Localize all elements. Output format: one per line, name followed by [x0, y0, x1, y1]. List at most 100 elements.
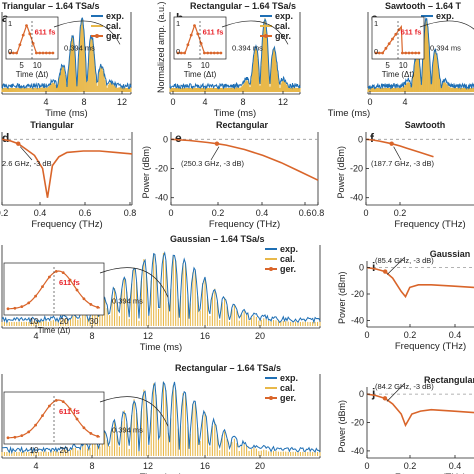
annotation-arrow-h: [99, 396, 169, 427]
inset-marker-a-39: [51, 51, 55, 55]
exp-line-g: [1, 251, 321, 324]
annotation-text-b: 0.394 ms: [232, 43, 263, 52]
annotation-text-e: (250.3 GHz, -3 dB): [181, 159, 244, 168]
inset-xtick-a-1: 10: [33, 61, 42, 70]
x-tick-label-a-2: 12: [117, 97, 127, 107]
inset-marker-c-12: [387, 42, 391, 46]
inset-marker-h-21: [54, 399, 58, 402]
inset-xlabel-c: Time (Δt): [382, 70, 415, 79]
x-tick-label-e-0: 0: [168, 208, 173, 218]
x-tick-label-f-0: 0: [363, 208, 368, 218]
inset-marker-b-0: [176, 51, 180, 55]
spectrum-line-j: [366, 393, 474, 428]
inset-marker-b-39: [219, 51, 223, 55]
legend-label-h-2: ger.: [280, 393, 296, 403]
panel-label-e: e: [175, 131, 182, 145]
inset-marker-a-18: [28, 32, 32, 36]
annotation-text-c: 0.394 ms: [430, 43, 461, 52]
inset-marker-c-33: [410, 51, 414, 55]
x-tick-label-d-0: 0.2: [0, 208, 8, 218]
inset-annotation-b: 611 fs: [203, 28, 224, 37]
legend-label-c-0: exp.: [436, 11, 454, 21]
inset-marker-a-0: [8, 51, 12, 55]
inset-marker-h-9: [27, 430, 31, 434]
inset-marker-b-18: [196, 32, 200, 36]
inset-marker-a-15: [25, 24, 28, 28]
x-tick-label-d-3: 0.8: [124, 208, 137, 218]
inset-marker-a-3: [11, 51, 15, 55]
x-tick-label-g-2: 12: [143, 331, 153, 341]
inset-marker-h-27: [68, 407, 72, 411]
x-axis-label-b: Time (ms): [214, 108, 256, 119]
inset-marker-c-27: [404, 51, 408, 55]
panel-label-i: i: [372, 260, 375, 274]
inset-marker-g-39: [96, 305, 100, 309]
inset-xlabel-a: Time (Δt): [16, 70, 49, 79]
exp-line-a: [1, 17, 132, 90]
y-tick-label-e-1: -20: [155, 164, 168, 174]
inset-ytick-b-0: 1: [176, 19, 180, 28]
inset-marker-a-36: [48, 51, 51, 55]
y-tick-label-f-2: -40: [350, 193, 363, 203]
inset-marker-c-36: [414, 51, 417, 55]
inset-marker-g-0: [6, 307, 10, 311]
y-tick-label-i-0: 0: [359, 263, 364, 273]
inset-marker-c-30: [407, 51, 411, 55]
inset-xtick-b-0: 5: [187, 61, 192, 70]
y-tick-label-f-1: -20: [350, 164, 363, 174]
annotation-text-g: 0.394 ms: [112, 296, 143, 305]
x-tick-label-i-1: 0.2: [404, 330, 417, 340]
chart-title-e: Rectangular: [216, 120, 269, 130]
inset-marker-h-30: [75, 417, 79, 421]
x-tick-label-d-1: 0.4: [34, 208, 47, 218]
inset-xtick-b-1: 10: [201, 61, 210, 70]
x-tick-label-h-0: 4: [33, 461, 38, 471]
legend-label-b-0: exp.: [275, 11, 293, 21]
inset-marker-g-12: [34, 294, 37, 298]
x-tick-label-g-3: 16: [200, 331, 210, 341]
panel-label-j: j: [371, 386, 375, 400]
inset-marker-a-21: [31, 42, 35, 45]
y-axis-label-i: Power (dBm): [337, 271, 347, 324]
inset-marker-h-12: [34, 423, 37, 427]
inset-marker-b-3: [179, 51, 183, 55]
x-tick-label-e-1: 0.2: [212, 208, 225, 218]
x-tick-label-h-4: 20: [255, 461, 265, 471]
inset-marker-g-36: [89, 303, 93, 306]
x-tick-label-b-2: 8: [240, 97, 245, 107]
x-tick-label-h-3: 16: [200, 461, 210, 471]
spectrum-line-e: [170, 138, 319, 181]
chart-title-i: Gaussian: [430, 249, 471, 259]
marker-3db-i: [382, 269, 388, 274]
inset-marker-b-33: [212, 51, 216, 55]
y-axis-label-e: Power (dBm): [141, 146, 151, 199]
x-tick-label-d-2: 0.6: [79, 208, 92, 218]
inset-marker-g-27: [68, 278, 72, 282]
annotation-arrow-e: [210, 146, 220, 161]
annotation-arrow-f: [393, 146, 402, 161]
inset-marker-a-24: [35, 51, 38, 55]
legend-label-g-2: ger.: [280, 264, 296, 274]
legend-label-h-1: cal.: [280, 383, 295, 393]
inset-marker-g-6: [20, 305, 24, 309]
legend-label-g-0: exp.: [280, 244, 298, 254]
inset-marker-h-0: [6, 436, 10, 440]
y-tick-label-j-2: -40: [351, 446, 364, 456]
inset-marker-c-3: [377, 51, 381, 55]
y-tick-label-e-2: -40: [155, 193, 168, 203]
y-axis-label-b: Normalized amp. (a.u.): [156, 1, 166, 93]
x-tick-label-f-1: 0.2: [394, 208, 407, 218]
x-axis-label-e: Frequency (THz): [209, 219, 280, 230]
inset-marker-g-30: [75, 288, 79, 292]
inset-marker-c-0: [374, 51, 378, 55]
annotation-text-d: 2.6 GHz, -3 dB: [2, 159, 52, 168]
x-tick-label-b-0: 0: [170, 97, 175, 107]
annotation-arrow-j: [386, 382, 406, 402]
marker-3db-j: [382, 396, 388, 401]
legend-marker-a: [95, 34, 99, 38]
inset-ytick-a-0: 1: [8, 19, 12, 28]
annotation-arrow-g: [99, 267, 169, 298]
inset-xtick-g-1: 20: [60, 317, 69, 326]
inset-marker-b-24: [203, 51, 206, 55]
exp-line-h: [1, 381, 321, 455]
